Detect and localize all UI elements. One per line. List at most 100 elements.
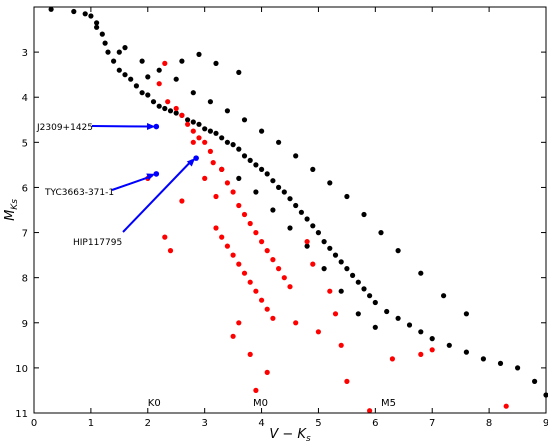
red-point [230,333,236,339]
black-point [202,126,208,132]
black-point [276,139,282,145]
black-point [156,103,162,109]
red-point [276,266,282,272]
y-tick-label: 7 [22,229,28,240]
black-point [105,49,111,55]
red-point [264,248,270,254]
black-point [102,40,108,46]
red-point [213,193,219,200]
red-point [304,239,310,245]
black-point [122,72,128,78]
black-point [384,308,390,315]
red-point [173,105,179,112]
black-point [116,67,122,73]
black-point [253,162,259,168]
annotation-arrow [122,159,193,233]
black-point [94,20,100,26]
black-point [304,216,310,222]
y-tick-label: 4 [22,93,28,104]
x-tick-label: 9 [543,418,548,429]
red-point [230,252,236,258]
black-point [276,184,282,190]
black-point [213,60,219,66]
black-point [355,279,361,285]
black-point [139,90,145,96]
black-point [463,311,469,317]
red-point [389,356,395,362]
red-point [185,121,191,127]
data-points [48,6,548,414]
black-point [128,76,134,82]
black-point [338,288,344,294]
red-point [344,378,350,384]
black-point [338,259,344,265]
black-point [71,8,77,15]
red-point [224,243,230,249]
annotation-label: HIP117795 [73,238,122,248]
y-tick-label: 8 [22,274,28,285]
red-point [332,311,339,317]
red-point [162,234,168,240]
black-point [418,270,424,276]
black-point [241,117,248,123]
black-point [367,293,373,299]
red-point [219,234,225,240]
black-point [310,223,316,229]
black-point [350,272,356,278]
black-point [236,146,242,152]
red-point [219,166,225,172]
y-axis-label-subscript: Ks [10,199,20,210]
y-tick-label: 11 [15,409,28,420]
red-point [264,369,270,375]
black-point [270,207,276,213]
red-point [367,408,373,414]
black-point [264,171,270,177]
black-point [230,142,236,148]
black-point [190,90,196,96]
black-point [406,322,413,328]
annotation-label: TYC3663-371-1 [44,188,114,198]
x-tick-label: 8 [486,418,492,429]
black-point [219,135,225,141]
red-point [190,128,196,134]
black-point [321,239,327,245]
black-point [145,92,151,98]
red-point [253,230,259,236]
black-point [463,349,469,355]
plot-area [34,7,546,413]
black-point [355,311,361,317]
black-point [173,110,179,116]
red-point [207,148,213,154]
red-point [241,270,248,276]
black-point [344,193,350,200]
black-point [145,74,151,80]
x-tick-label: 2 [145,418,151,429]
black-point [247,157,253,163]
black-point [287,196,293,202]
annotation-arrow [111,174,153,191]
black-point [167,108,174,114]
axes-frame [33,6,547,414]
annotation-point [153,171,160,177]
black-point [395,315,401,321]
black-point [293,153,299,159]
black-point [497,360,504,366]
spectral-type-label: M5 [381,398,396,409]
x-tick-label: 0 [31,418,37,429]
annotation-point [193,155,199,161]
spectral-type-label: M0 [253,398,268,409]
black-point [480,356,486,362]
red-point [236,202,242,209]
red-point [236,261,242,267]
red-point [236,320,242,326]
black-point [344,266,350,272]
axes: 0 1 2 3 4 5 6 7 8 9 3 4 5 6 7 8 9 10 11 V − Ks MKs [3,6,548,443]
black-point [185,117,191,123]
black-point [133,83,139,89]
x-tick-label: 1 [88,418,94,429]
red-point [210,160,216,166]
red-point [241,211,248,218]
black-point [196,51,202,58]
black-point [82,11,88,17]
red-point [165,99,171,105]
